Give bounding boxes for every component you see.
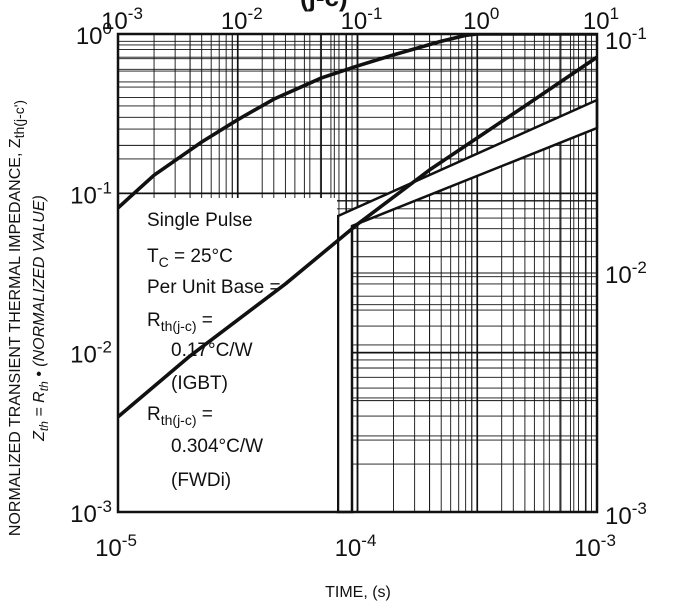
y-label2-z: Z <box>31 430 48 442</box>
note-line-2-sub: C <box>159 254 169 270</box>
note-line-6: (IGBT) <box>171 373 228 394</box>
y-tick-label-left-base: 10 <box>70 501 97 528</box>
x-tick-label-top: 100 <box>463 4 499 35</box>
y-tick-label-right-base: 10 <box>605 503 632 530</box>
x-tick-label-top: 10-3 <box>101 4 143 35</box>
x-axis-label: TIME, (s) <box>325 584 391 601</box>
y-tick-label-left: 10-1 <box>70 178 112 209</box>
y-tick-label-left-exp: -3 <box>97 497 112 516</box>
y-tick-label-left-base: 10 <box>70 182 97 209</box>
note-line-8: 0.304°C/W <box>171 436 263 457</box>
y-tick-label-left-base: 10 <box>70 342 97 369</box>
x-tick-label-bottom: 10-4 <box>335 531 377 562</box>
curve-long-time <box>118 34 597 210</box>
note-line-7: Rth(j-c) = <box>147 404 213 428</box>
curve-short-time <box>118 55 597 419</box>
y-tick-label-right-exp: -2 <box>632 258 647 277</box>
y-tick-label-right-exp: -3 <box>632 499 647 518</box>
note-line-4-sub: th(j-c) <box>161 318 197 334</box>
note-line-4: Rth(j-c) = <box>147 310 213 334</box>
note-box <box>119 198 337 511</box>
y-tick-label-left: 100 <box>76 19 112 50</box>
y-tick-label-left-exp: 0 <box>103 19 112 38</box>
note-line-9: (FWDi) <box>171 470 231 491</box>
x-tick-label-top-base: 10 <box>463 8 490 35</box>
note-text: Single Pulse TC = 25°C Per Unit Base = R… <box>147 210 281 491</box>
y-label2-eq: = R <box>31 391 48 421</box>
x-tick-label-top-exp: 1 <box>610 4 619 23</box>
chart-title-fragment: (j-c) <box>300 0 348 12</box>
y-tick-label-left-base: 10 <box>76 23 103 50</box>
x-tick-label-top-exp: -2 <box>248 4 263 23</box>
panel-separator-band <box>336 98 599 514</box>
y-tick-label-right-base: 10 <box>605 262 632 289</box>
x-tick-label-bottom: 10-3 <box>574 531 616 562</box>
y-axis-label-main-text: NORMALIZED TRANSIENT THERMAL IMPEDANCE, … <box>7 138 24 536</box>
note-line-2: TC = 25°C <box>147 246 233 270</box>
plot-frame <box>116 32 599 514</box>
x-tick-label-top-base: 10 <box>583 8 610 35</box>
y-axis-label-main: NORMALIZED TRANSIENT THERMAL IMPEDANCE, … <box>7 100 27 536</box>
note-line-4-prefix: R <box>147 310 161 331</box>
x-tick-label-top-exp: -3 <box>128 4 143 23</box>
note-line-2-rest: = 25°C <box>169 246 233 267</box>
note-line-2-prefix: T <box>147 246 159 267</box>
y-tick-label-left-exp: -2 <box>97 338 112 357</box>
y-tick-label-left: 10-2 <box>70 338 112 369</box>
x-tick-label-bottom-exp: -4 <box>361 531 376 550</box>
y-tick-label-right: 10-2 <box>605 258 647 289</box>
x-tick-label-top: 10-1 <box>341 4 383 35</box>
x-tick-label-bottom-exp: -3 <box>601 531 616 550</box>
x-tick-label-bottom-base: 10 <box>574 535 601 562</box>
x-tick-label-top-base: 10 <box>101 8 128 35</box>
y-tick-label-right-exp: -1 <box>632 24 647 43</box>
note-line-1: Single Pulse <box>147 210 253 231</box>
x-tick-label-top: 101 <box>583 4 619 35</box>
note-line-7-rest: = <box>197 404 213 425</box>
y-label2-sub2: th <box>37 381 51 391</box>
y-label2-suffix: • (NORMALIZED VALUE) <box>31 195 48 381</box>
x-tick-label-bottom-base: 10 <box>335 535 362 562</box>
y-axis-label-main-sub: th(j-c') <box>11 100 27 138</box>
note-line-4-rest: = <box>197 310 213 331</box>
y-label2-sub1: th <box>37 421 51 431</box>
y-tick-label-right-base: 10 <box>605 28 632 55</box>
x-tick-label-top-exp: -1 <box>367 4 382 23</box>
x-tick-label-top: 10-2 <box>221 4 263 35</box>
note-line-7-sub: th(j-c) <box>161 412 197 428</box>
x-tick-label-bottom-exp: -5 <box>122 531 137 550</box>
y-tick-label-left: 10-3 <box>70 497 112 528</box>
x-tick-label-top-base: 10 <box>221 8 248 35</box>
x-tick-label-top-exp: 0 <box>490 4 499 23</box>
y-tick-label-left-exp: -1 <box>97 178 112 197</box>
note-line-3: Per Unit Base = <box>147 277 281 298</box>
x-tick-label-bottom: 10-5 <box>95 531 137 562</box>
x-tick-label-top-base: 10 <box>341 8 368 35</box>
y-tick-label-right: 10-3 <box>605 499 647 530</box>
note-line-7-prefix: R <box>147 404 161 425</box>
note-line-5: 0.17°C/W <box>171 340 253 361</box>
y-tick-label-right: 10-1 <box>605 24 647 55</box>
y-axis-label-secondary: Zth = Rth • (NORMALIZED VALUE) <box>31 195 51 442</box>
x-tick-label-bottom-base: 10 <box>95 535 122 562</box>
